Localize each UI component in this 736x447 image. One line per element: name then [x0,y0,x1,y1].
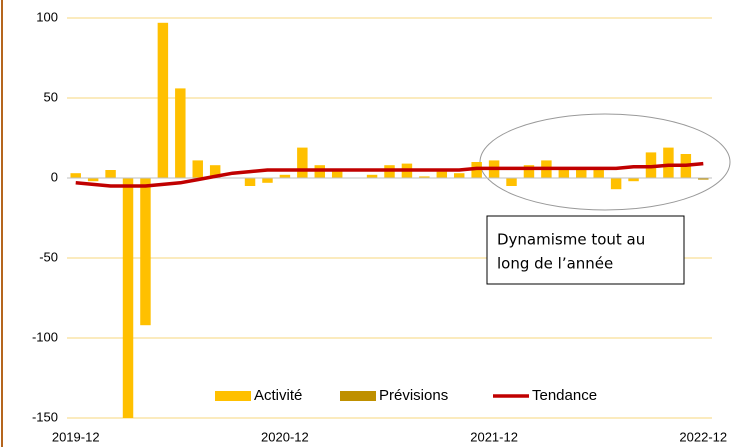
legend-swatch [340,391,376,401]
bar [70,173,81,178]
x-tick-label: 2019-12 [52,429,100,444]
bar [628,178,639,182]
y-tick-label: -150 [32,409,58,424]
bar [593,170,604,178]
y-tick-label: 50 [44,89,58,104]
bar [279,174,291,178]
bar [506,178,517,186]
y-tick-label: 100 [36,9,58,24]
y-tick-label: -100 [32,329,58,344]
trend-line [75,161,704,188]
legend-label: Prévisions [379,387,448,404]
bar [419,176,430,178]
bar [105,170,116,178]
annotation: long de l’année [497,255,613,273]
bar [436,171,448,178]
bar [331,170,343,178]
legend-label: Tendance [532,387,597,404]
x-tick-label: 2020-12 [261,429,309,444]
annotation-box [486,215,685,285]
legend-label: Activité [254,387,302,404]
bar [140,178,151,326]
bar [558,168,570,178]
bar [192,160,203,178]
bar [698,178,709,180]
y-tick-label: -50 [39,249,58,264]
bar [122,178,134,418]
annotation: Dynamisme tout au [497,231,645,249]
bar [244,178,256,186]
bar [262,178,273,183]
legend-swatch [215,391,251,401]
bar [523,165,535,178]
bar [663,147,674,178]
bar [366,174,378,178]
bar [576,170,587,178]
x-tick-label: 2021-12 [470,429,518,444]
y-tick-label: 0 [51,169,58,184]
bar [297,147,308,178]
bar [610,178,622,190]
bar [157,22,169,178]
bar [175,88,186,178]
bar [87,178,99,182]
bar [209,165,221,178]
x-tick-label: 2022-12 [679,429,727,444]
bar [454,173,465,178]
